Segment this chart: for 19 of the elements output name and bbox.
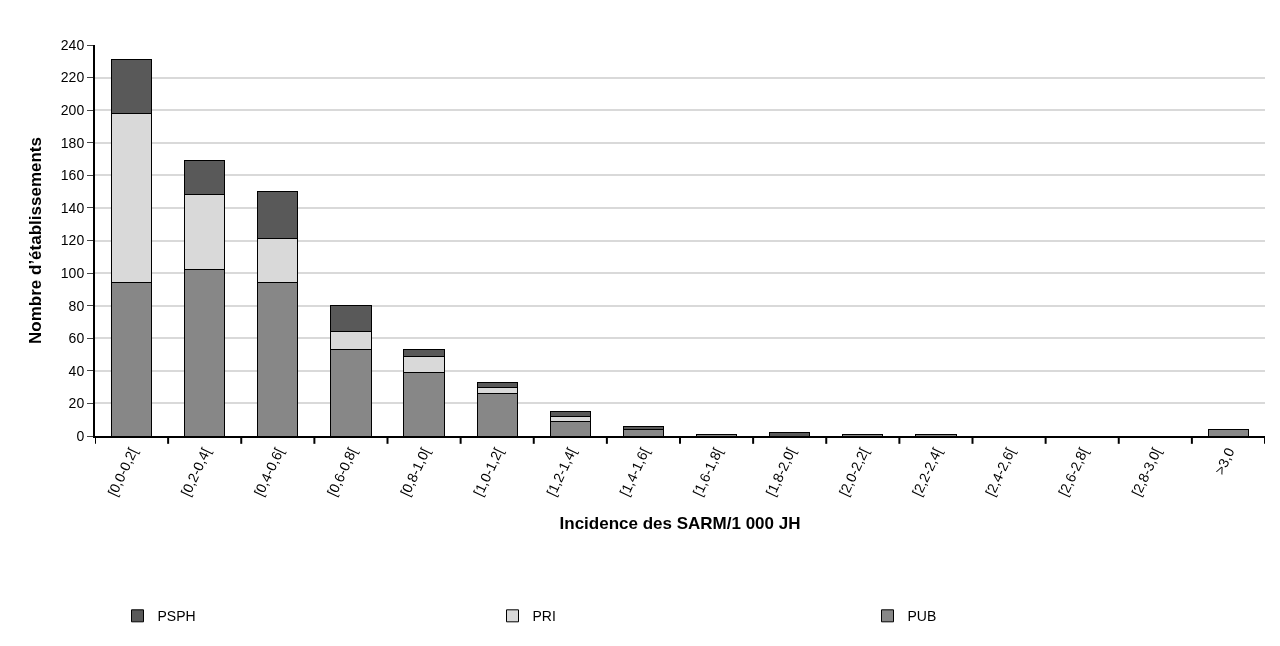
y-tick-label: 0	[76, 427, 85, 444]
y-tick-label: 120	[60, 232, 85, 249]
y-tick-label: 40	[68, 362, 85, 379]
legend-label: PUB	[907, 608, 937, 625]
legend-label: PSPH	[157, 608, 196, 625]
y-axis-title: Nombre d’établissements	[25, 137, 45, 344]
y-tick-label: 200	[60, 102, 85, 119]
y-tick-label: 180	[60, 134, 85, 151]
x-axis-title: Incidence des SARM/1 000 JH	[559, 514, 801, 534]
legend-label: PRI	[532, 608, 556, 625]
y-tick-label: 140	[60, 199, 85, 216]
y-tick-label: 240	[60, 36, 85, 53]
y-tick-label: 160	[60, 167, 85, 184]
y-tick-label: 20	[68, 395, 85, 412]
y-tick-label: 80	[68, 297, 85, 314]
y-tick-label: 100	[60, 264, 85, 281]
x-tick-label: >3,0	[1211, 445, 1238, 478]
y-tick-label: 60	[68, 330, 85, 347]
y-tick-label: 220	[60, 69, 85, 86]
